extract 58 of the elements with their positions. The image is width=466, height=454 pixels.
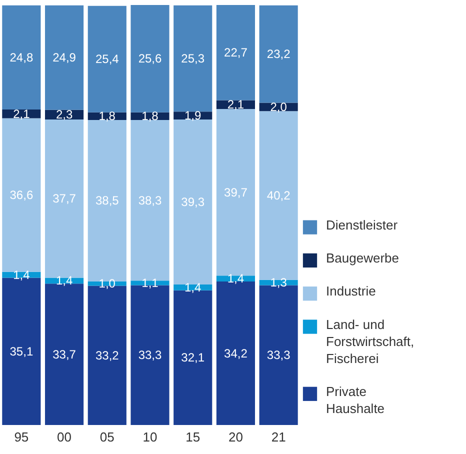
bar: [2, 5, 41, 110]
data-label: 32,1: [181, 350, 205, 365]
data-label: 25,3: [181, 51, 205, 66]
x-tick-label: 95: [14, 430, 29, 444]
data-label: 39,7: [224, 185, 248, 200]
bar: [174, 120, 212, 284]
data-label: 2,0: [270, 100, 288, 114]
data-label: 25,4: [95, 52, 120, 66]
data-label: 33,7: [52, 347, 76, 362]
x-tick-label: 05: [100, 430, 114, 444]
data-label: 23,2: [266, 47, 291, 62]
x-tick-label: 10: [142, 430, 158, 444]
bar: [45, 5, 84, 110]
data-label: 1,1: [142, 276, 159, 290]
data-label: 35,1: [10, 344, 34, 358]
data-label: 1,9: [184, 108, 202, 123]
data-label: 2,1: [227, 98, 244, 112]
x-tick-label: 21: [271, 430, 286, 444]
data-label: 1,4: [227, 272, 244, 286]
bar: [45, 120, 84, 278]
x-tick-label: 15: [186, 430, 200, 444]
bar: [88, 6, 126, 112]
data-label: 1,3: [270, 276, 288, 290]
data-label: 38,3: [138, 193, 162, 208]
bar: [259, 5, 298, 103]
legend-label: Industrie: [326, 284, 376, 299]
data-label: 33,3: [138, 348, 162, 362]
data-label: 40,2: [266, 188, 291, 202]
data-label: 24,8: [10, 50, 34, 64]
data-label: 33,3: [266, 348, 291, 362]
data-label: 1,4: [56, 274, 73, 288]
data-label: 36,6: [10, 188, 34, 202]
bar: [259, 111, 298, 280]
data-label: 39,3: [181, 194, 205, 209]
bar: [130, 5, 170, 112]
bar: [2, 118, 41, 272]
legend-label: Land- und Forstwirtschaft, Fischerei: [326, 316, 414, 366]
legend-label: Baugewerbe: [326, 250, 399, 266]
data-label: 1,8: [98, 109, 116, 124]
data-label: 1,4: [184, 280, 202, 294]
data-label: 25,6: [138, 52, 162, 66]
x-tick-label: 20: [228, 430, 243, 444]
data-label: 24,9: [52, 50, 76, 65]
x-tick-label: 00: [57, 430, 72, 444]
data-label: 37,7: [52, 192, 76, 206]
bar: [216, 5, 255, 100]
bar: [216, 109, 255, 276]
data-label: 33,2: [95, 348, 120, 362]
data-label: 2,1: [13, 106, 30, 121]
data-label: 1,8: [142, 109, 159, 124]
data-label: 22,7: [224, 46, 248, 60]
data-label: 1,4: [13, 268, 30, 282]
bar: [174, 5, 212, 112]
data-label: 34,2: [224, 346, 248, 360]
data-label: 38,5: [95, 194, 120, 208]
data-label: 2,3: [56, 108, 73, 122]
legend-label: Private Haushalte: [326, 384, 385, 416]
legend-label: Dienstleister: [326, 217, 398, 232]
